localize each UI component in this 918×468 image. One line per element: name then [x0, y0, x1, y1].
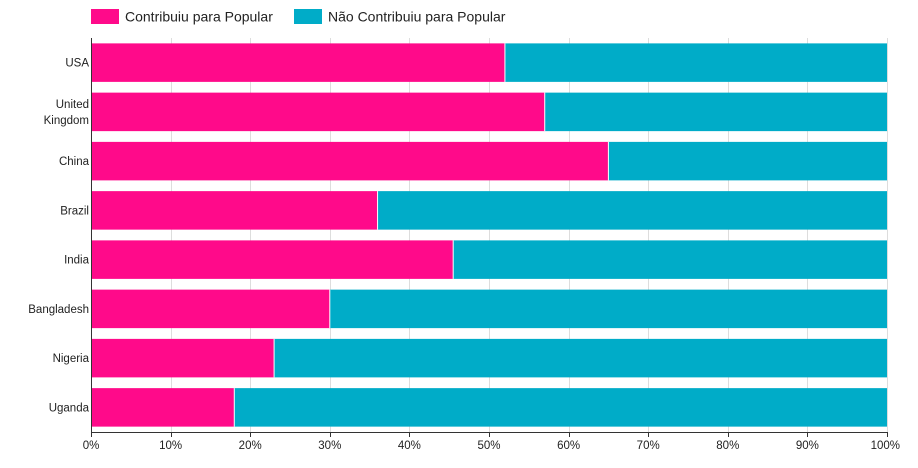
- x-tick-label: 90%: [796, 440, 819, 452]
- category-label-bangladesh: Bangladesh: [28, 304, 89, 316]
- x-tick-label: 70%: [637, 440, 660, 452]
- x-tick-label: 80%: [716, 440, 739, 452]
- legend-label-nao-contribuiu: Não Contribuiu para Popular: [328, 9, 506, 25]
- bar-contribuiu-united-kingdom: [91, 92, 545, 132]
- bar-contribuiu-china: [91, 141, 609, 181]
- bar-contribuiu-usa: [91, 43, 505, 82]
- x-tick-label: 100%: [871, 440, 900, 452]
- x-tick-label: 60%: [557, 440, 580, 452]
- category-label-china: China: [59, 156, 90, 168]
- bar-nao-contribuiu-brazil: [377, 191, 887, 230]
- bar-nao-contribuiu-uganda: [234, 388, 887, 427]
- category-label-nigeria: Nigeria: [53, 353, 90, 365]
- x-tick-label: 40%: [398, 440, 421, 452]
- category-label-brazil: Brazil: [60, 205, 89, 217]
- bar-contribuiu-nigeria: [91, 338, 275, 378]
- x-tick-label: 10%: [159, 440, 182, 452]
- category-label-united-kingdom: United Kingdom: [44, 99, 89, 127]
- bar-nao-contribuiu-china: [608, 141, 887, 181]
- bar-nao-contribuiu-united-kingdom: [544, 92, 887, 132]
- category-label-uganda: Uganda: [49, 402, 90, 414]
- x-tick-label: 0%: [83, 440, 100, 452]
- legend-swatch-nao-contribuiu: [294, 9, 322, 24]
- bar-contribuiu-bangladesh: [91, 289, 330, 329]
- category-axis-labels: USA United Kingdom China Brazil India Banglade…: [28, 58, 89, 415]
- bar-contribuiu-uganda: [91, 388, 235, 427]
- bar-nao-contribuiu-india: [453, 240, 887, 279]
- bar-nao-contribuiu-bangladesh: [329, 289, 887, 329]
- chart-legend: Contribuiu para Popular Não Contribuiu p…: [91, 9, 506, 25]
- x-tick-label: 20%: [239, 440, 262, 452]
- category-label-india: India: [64, 255, 90, 267]
- legend-swatch-contribuiu: [91, 9, 119, 24]
- bar-contribuiu-india: [91, 240, 454, 279]
- bar-nao-contribuiu-usa: [504, 43, 887, 82]
- category-label-usa: USA: [65, 58, 89, 70]
- x-tick-label: 30%: [318, 440, 341, 452]
- bar-contribuiu-brazil: [91, 191, 378, 230]
- x-tick-label: 50%: [477, 440, 500, 452]
- x-axis-ticks: 0% 10% 20% 30% 40% 50% 60% 70% 80% 90% 100%: [83, 432, 900, 452]
- bar-area: [91, 43, 888, 427]
- bar-nao-contribuiu-nigeria: [274, 338, 888, 378]
- legend-label-contribuiu: Contribuiu para Popular: [125, 9, 273, 25]
